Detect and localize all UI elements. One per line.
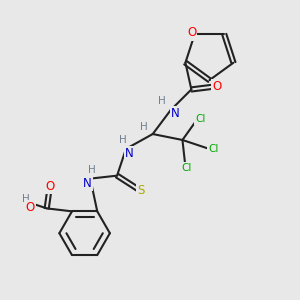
Text: N: N [83,177,92,190]
Text: H: H [119,135,127,145]
Text: O: O [212,80,221,93]
Text: H: H [22,194,30,205]
Text: O: O [26,201,35,214]
Text: H: H [88,165,96,175]
Text: O: O [187,26,196,40]
Text: N: N [171,107,179,120]
Text: S: S [137,184,145,197]
Text: H: H [158,96,166,106]
Text: Cl: Cl [182,163,192,173]
Text: Cl: Cl [208,144,219,154]
Text: Cl: Cl [195,114,206,124]
Text: H: H [140,122,148,132]
Text: N: N [124,147,133,160]
Text: O: O [45,180,54,193]
